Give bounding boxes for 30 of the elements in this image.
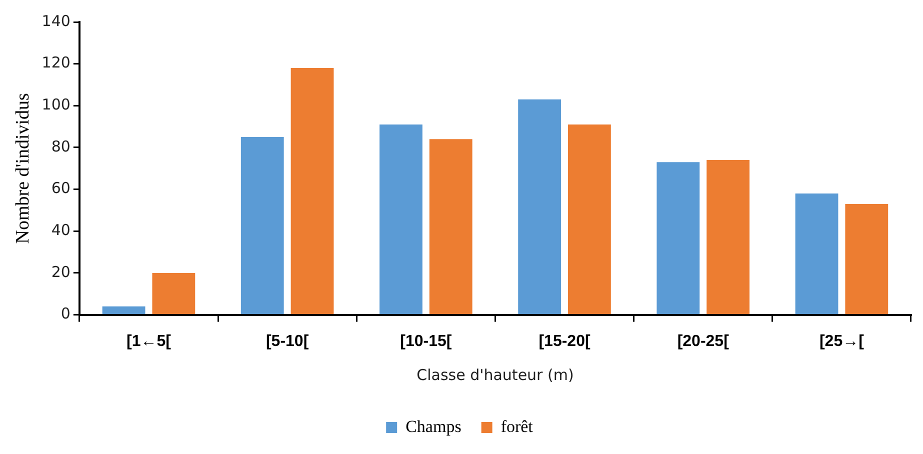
x-tick-label: [1←5[ xyxy=(126,332,172,350)
y-tick-label: 140 xyxy=(42,12,70,30)
y-tick-label: 40 xyxy=(51,221,70,240)
x-axis-title: Classe d'hauteur (m) xyxy=(416,366,574,384)
y-tick-label: 80 xyxy=(51,137,70,156)
bar xyxy=(845,204,888,314)
bar xyxy=(102,306,146,314)
bar xyxy=(429,139,472,314)
bar xyxy=(152,272,196,314)
bar xyxy=(706,160,750,314)
bar xyxy=(380,124,422,314)
x-tick-label: [15-20[ xyxy=(538,332,591,350)
legend-label: Champs xyxy=(406,416,462,436)
x-tick-label: [25→[ xyxy=(819,332,865,350)
bar xyxy=(518,99,562,314)
legend-label: forêt xyxy=(500,416,534,436)
x-tick-label: [10-15[ xyxy=(400,332,452,350)
x-tick-label: [5-10[ xyxy=(266,332,310,350)
x-tick-label: [20-25[ xyxy=(677,332,730,350)
bar xyxy=(290,68,334,314)
bar xyxy=(240,137,284,314)
bar xyxy=(656,162,700,314)
y-tick-label: 120 xyxy=(42,54,70,72)
bar xyxy=(795,193,838,314)
y-tick-label: 0 xyxy=(60,304,70,323)
bar xyxy=(568,124,611,314)
y-axis-title: Nombre d'individus xyxy=(12,93,34,244)
y-tick-label: 20 xyxy=(51,262,70,281)
y-tick-label: 60 xyxy=(51,179,70,198)
y-tick-label: 100 xyxy=(42,96,70,114)
